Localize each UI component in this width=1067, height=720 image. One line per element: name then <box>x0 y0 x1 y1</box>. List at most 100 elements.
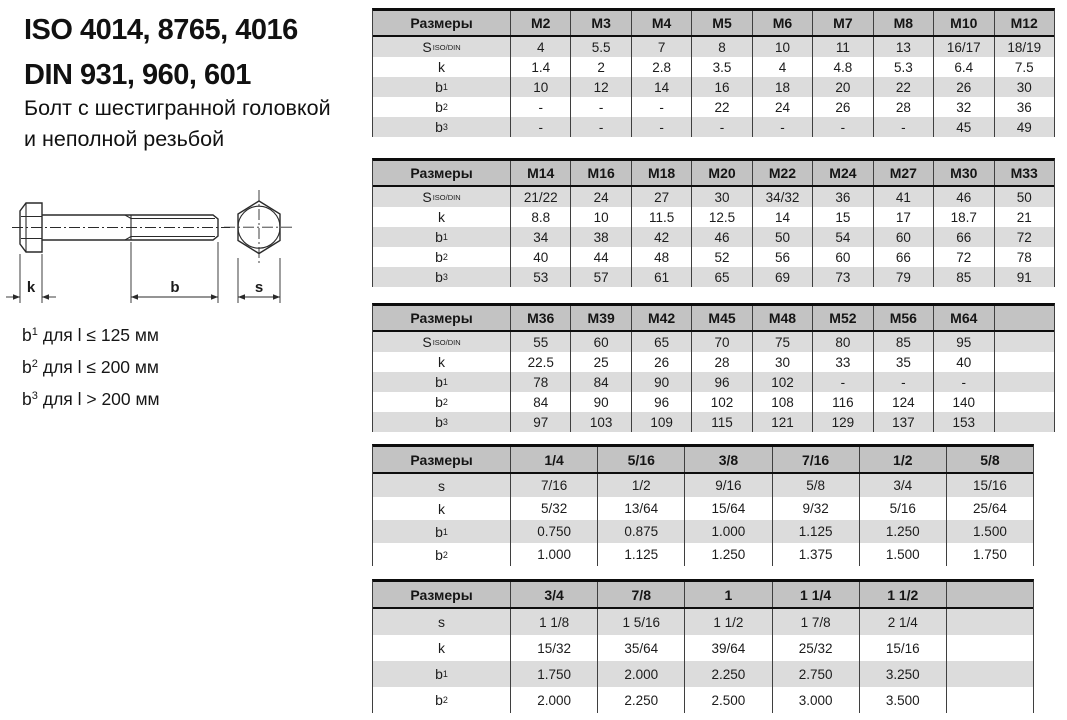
note-b1: b1 для l ≤ 125 мм <box>22 325 159 345</box>
dimension-b <box>130 242 219 303</box>
column-header: 1 <box>684 582 771 607</box>
table-cell: 48 <box>630 247 691 267</box>
table-cell: 7 <box>630 37 691 57</box>
table-cell: 7/16 <box>510 474 597 497</box>
table-cell: 1.125 <box>771 520 859 543</box>
table-cell: 13 <box>872 37 933 57</box>
table-cell: - <box>812 372 872 392</box>
row-label: s <box>438 477 445 494</box>
table-cell: 1/2 <box>597 474 684 497</box>
table-cell: 22 <box>872 77 933 97</box>
table-cell: - <box>812 117 872 137</box>
table-cell: 2.500 <box>684 687 771 713</box>
table-cell: 65 <box>691 267 751 287</box>
column-header <box>993 306 1054 330</box>
column-header: M39 <box>570 306 630 330</box>
table-cell: 28 <box>872 97 933 117</box>
table-cell: 5/16 <box>858 497 946 520</box>
table-cell: 60 <box>872 227 933 247</box>
table-cell <box>993 372 1054 392</box>
table-cell: 65 <box>630 332 691 352</box>
table-cell: 28 <box>691 352 751 372</box>
table-cell: 10 <box>751 37 812 57</box>
table-cell: 2 1/4 <box>858 609 946 635</box>
table-cell: 44 <box>570 247 630 267</box>
table-cell: 30 <box>993 77 1054 97</box>
column-header: M36 <box>510 306 570 330</box>
dim-label-s: s <box>255 279 263 296</box>
table-cell: 116 <box>812 392 872 412</box>
row-label: S ISO/DIN <box>422 39 461 55</box>
table-row: k 1.4 2 2.8 3.5 4 4.8 5.3 6.4 7.5 <box>373 57 1054 77</box>
table-row: s 1 1/8 1 5/16 1 1/2 1 7/8 2 1/4 <box>373 609 1033 635</box>
table-cell: 50 <box>993 187 1054 207</box>
imperial-table-large: Размеры 3/4 7/8 1 1 1/4 1 1/2 s 1 1/8 1 5/16 1 1/… <box>372 579 1034 713</box>
column-header: M22 <box>751 161 812 185</box>
table-cell: 1 7/8 <box>771 609 859 635</box>
table-cell: - <box>630 117 691 137</box>
table-cell: 72 <box>993 227 1054 247</box>
table-cell: 5/32 <box>510 497 597 520</box>
table-cell: 78 <box>993 247 1054 267</box>
table-cell: 1.4 <box>510 57 570 77</box>
column-header: 1/2 <box>858 447 946 472</box>
table-cell: 12.5 <box>691 207 751 227</box>
column-header: M52 <box>812 306 872 330</box>
column-header: M30 <box>933 161 993 185</box>
table-cell: 1 1/8 <box>510 609 597 635</box>
column-header: M48 <box>751 306 812 330</box>
document-subtitle: Болт с шестигранной головкой и неполной … <box>24 93 331 155</box>
table-cell: 1.750 <box>945 543 1033 566</box>
table-cell <box>945 687 1033 713</box>
table-header-label: Размеры <box>410 451 473 468</box>
table-cell: 18 <box>751 77 812 97</box>
table-cell: 24 <box>751 97 812 117</box>
bolt-technical-drawing: k b s <box>6 190 294 303</box>
table-row: k 15/32 35/64 39/64 25/32 15/16 <box>373 635 1033 661</box>
table-cell: 2.250 <box>684 661 771 687</box>
table-cell <box>993 352 1054 372</box>
table-row: k 8.8 10 11.5 12.5 14 15 17 18.7 21 <box>373 207 1054 227</box>
table-cell: 15/32 <box>510 635 597 661</box>
table-cell: 10 <box>570 207 630 227</box>
table-cell: 90 <box>630 372 691 392</box>
column-header: M33 <box>993 161 1054 185</box>
column-header: 5/8 <box>945 447 1033 472</box>
table-cell: 56 <box>751 247 812 267</box>
table-cell: 12 <box>570 77 630 97</box>
table-cell: 75 <box>751 332 812 352</box>
table-cell: 30 <box>691 187 751 207</box>
table-row: b 1 78 84 90 96 102- - - <box>373 372 1054 392</box>
column-header: M7 <box>812 11 872 35</box>
table-cell <box>993 332 1054 352</box>
table-cell: 2.8 <box>630 57 691 77</box>
column-header: 3/4 <box>510 582 597 607</box>
table-cell: 30 <box>751 352 812 372</box>
subtitle-line-1: Болт с шестигранной головкой <box>24 96 331 120</box>
table-cell <box>993 412 1054 432</box>
table-cell: - <box>570 97 630 117</box>
table-cell: 61 <box>630 267 691 287</box>
dim-label-k: k <box>27 279 36 296</box>
subtitle-line-2: и неполной резьбой <box>24 127 225 151</box>
row-label: S ISO/DIN <box>422 334 461 350</box>
table-cell: 9/16 <box>684 474 771 497</box>
table-cell: 15/64 <box>684 497 771 520</box>
note-b3: b3 для l > 200 мм <box>22 389 160 409</box>
table-cell: 14 <box>630 77 691 97</box>
column-header: M42 <box>630 306 691 330</box>
row-label: k <box>438 59 445 75</box>
column-header: M8 <box>872 11 933 35</box>
table-cell: 85 <box>933 267 993 287</box>
table-cell: 140 <box>933 392 993 412</box>
table-cell: 33 <box>812 352 872 372</box>
column-header: M45 <box>691 306 751 330</box>
metric-table-m36-m64: Размеры M36 M39 M42 M45 M48 M52 M56 M64 S ISO/DIN 5… <box>372 303 1055 432</box>
table-cell: 1.500 <box>858 543 946 566</box>
table-cell: - <box>510 117 570 137</box>
table-cell: - <box>933 372 993 392</box>
